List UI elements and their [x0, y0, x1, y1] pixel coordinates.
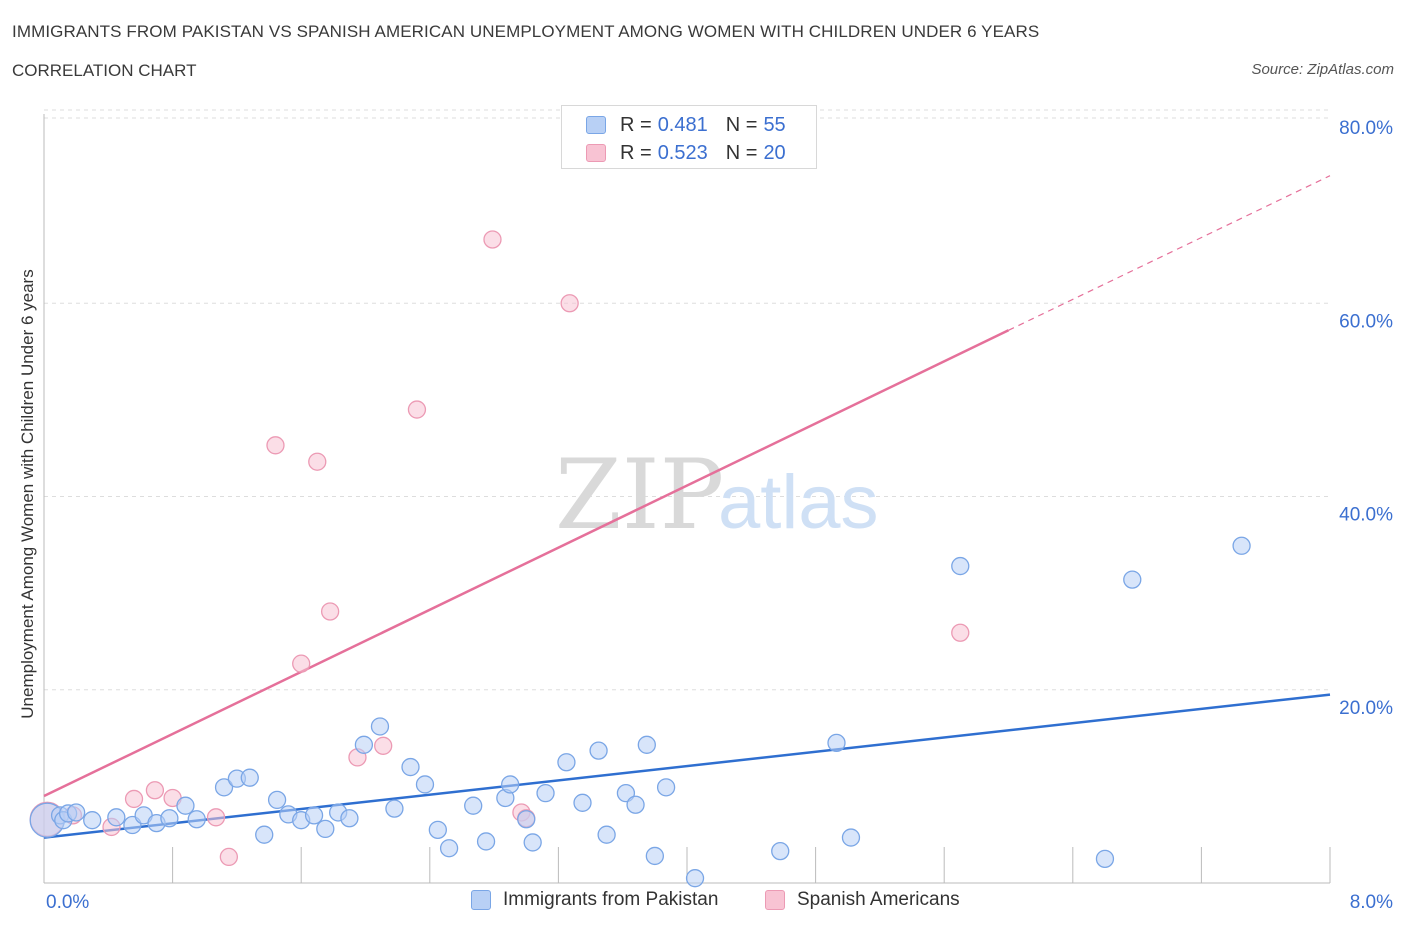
point-pakistan — [637, 735, 656, 754]
point-pakistan — [1123, 570, 1142, 589]
point-spanish — [483, 230, 502, 249]
point-pakistan — [439, 839, 459, 858]
point-spanish — [320, 602, 340, 621]
point-pakistan — [83, 811, 102, 830]
point-pakistan — [656, 778, 676, 797]
r-label: R = — [620, 113, 652, 136]
point-spanish — [206, 808, 226, 827]
point-pakistan — [1232, 536, 1251, 555]
point-pakistan — [517, 810, 536, 829]
point-pakistan — [464, 796, 483, 815]
y-tick-label: 40.0% — [1339, 505, 1393, 526]
r-value: 0.523 — [657, 141, 708, 164]
point-spanish — [266, 436, 285, 455]
point-pakistan — [340, 809, 359, 828]
point-pakistan — [589, 741, 608, 760]
legend-swatch-pink — [765, 890, 785, 910]
point-pakistan — [385, 799, 404, 818]
tick-labels: 20.0% 40.0% 60.0% 80.0% 0.0% 8.0% — [46, 118, 1393, 913]
data-points — [29, 230, 1251, 888]
point-pakistan — [187, 810, 206, 829]
point-spanish — [560, 294, 579, 313]
point-pakistan — [841, 828, 861, 847]
legend-label: Immigrants from Pakistan — [503, 889, 719, 910]
n-value: 20 — [763, 141, 786, 164]
point-pakistan — [415, 775, 435, 794]
point-pakistan — [255, 825, 274, 844]
point-pakistan — [240, 768, 259, 787]
trend-line-pakistan — [43, 693, 1331, 839]
chart-subtitle: CORRELATION CHART — [12, 61, 197, 80]
correlation-legend: R = 0.481 N = 55 R = 0.523 N = 20 — [561, 105, 817, 169]
point-pakistan — [771, 841, 790, 861]
y-tick-label: 60.0% — [1339, 311, 1393, 332]
legend-item-spanish[interactable]: Spanish Americans — [765, 889, 960, 911]
legend-swatch-blue — [586, 116, 606, 134]
point-pakistan — [316, 819, 335, 839]
point-pakistan — [523, 833, 542, 852]
point-pakistan — [501, 775, 520, 794]
legend-label: Spanish Americans — [797, 889, 960, 910]
point-pakistan — [354, 735, 374, 754]
point-pakistan — [951, 556, 970, 576]
grid-lines — [44, 109, 1330, 691]
n-label: N = — [725, 141, 758, 164]
y-tick-label: 80.0% — [1339, 118, 1393, 139]
source-label: Source: ZipAtlas.com — [1251, 61, 1394, 78]
point-pakistan — [597, 825, 616, 844]
trend-lines — [43, 175, 1331, 839]
legend-row-pakistan: R = 0.481 N = 55 — [586, 114, 786, 136]
point-pakistan — [476, 832, 496, 851]
point-pakistan — [67, 803, 86, 822]
point-spanish — [407, 400, 427, 419]
n-value: 55 — [763, 113, 786, 136]
point-spanish — [292, 654, 311, 673]
r-label: R = — [620, 141, 652, 164]
point-pakistan — [304, 806, 324, 825]
point-pakistan — [557, 753, 576, 772]
chart-title: IMMIGRANTS FROM PAKISTAN VS SPANISH AMER… — [12, 22, 1040, 41]
point-pakistan — [370, 717, 390, 736]
point-pakistan — [827, 733, 846, 753]
x-tick-label: 8.0% — [1350, 892, 1393, 913]
legend-swatch-pink — [586, 144, 606, 162]
point-pakistan — [160, 809, 179, 828]
point-pakistan — [1095, 849, 1115, 868]
point-spanish — [308, 452, 327, 471]
r-value: 0.481 — [657, 113, 708, 136]
point-spanish — [124, 789, 144, 809]
point-spanish — [219, 847, 239, 867]
n-label: N = — [725, 113, 758, 136]
legend-row-spanish: R = 0.523 N = 20 — [586, 142, 786, 164]
y-axis-label: Unemployment Among Women with Children U… — [18, 269, 37, 719]
point-pakistan — [685, 869, 705, 888]
trend-line-spanish-extension — [1008, 175, 1331, 331]
point-spanish — [145, 781, 165, 800]
point-pakistan — [214, 778, 234, 797]
trend-line-spanish — [43, 329, 1010, 798]
point-pakistan — [645, 846, 664, 866]
point-pakistan — [626, 795, 645, 814]
point-spanish — [374, 736, 393, 755]
point-pakistan — [401, 757, 420, 777]
legend-item-pakistan[interactable]: Immigrants from Pakistan — [471, 889, 718, 911]
watermark-zip: ZIP — [555, 439, 724, 551]
x-tick-label: 0.0% — [46, 892, 89, 913]
y-tick-label: 20.0% — [1339, 698, 1393, 719]
legend-swatch-blue — [471, 890, 491, 910]
axes — [43, 114, 1331, 884]
point-pakistan — [536, 783, 555, 803]
point-pakistan — [176, 796, 195, 815]
point-pakistan — [573, 793, 592, 812]
point-spanish — [951, 623, 970, 642]
watermark-atlas: atlas — [718, 460, 879, 545]
point-pakistan — [428, 820, 447, 840]
point-pakistan — [107, 808, 126, 827]
point-pakistan — [267, 790, 287, 810]
